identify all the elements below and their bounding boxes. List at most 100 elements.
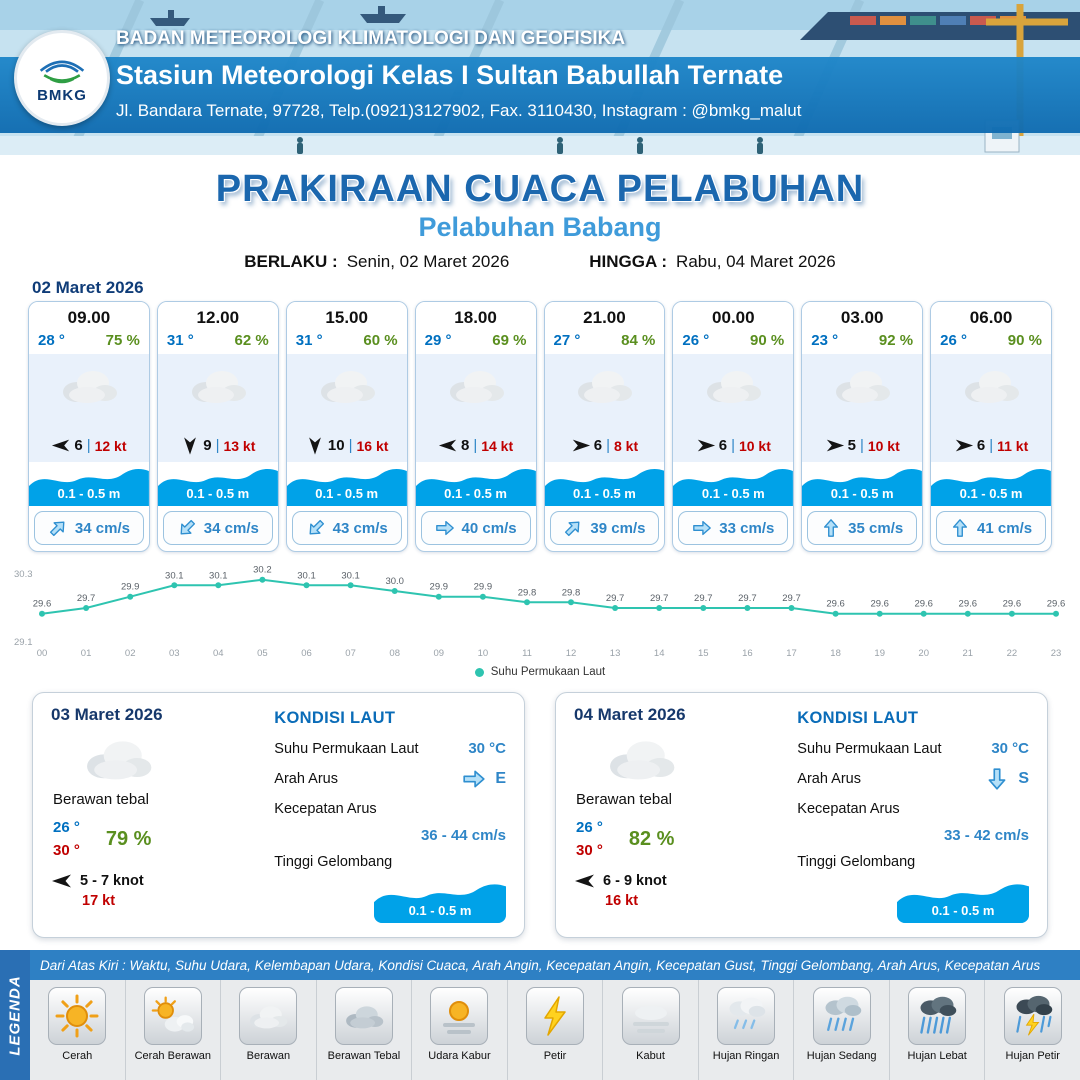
wave-height-band: 0.1 - 0.5 m bbox=[157, 462, 278, 506]
svg-text:05: 05 bbox=[257, 648, 268, 659]
legend-tab: LEGENDA bbox=[0, 950, 30, 1080]
valid-from: BERLAKU : Senin, 02 Maret 2026 bbox=[244, 252, 509, 272]
weather-condition: Berawan tebal bbox=[576, 791, 672, 808]
svg-text:30.3: 30.3 bbox=[14, 569, 33, 580]
hujan-petir-icon bbox=[1003, 987, 1062, 1045]
current-speed-row: Kecepatan Arus bbox=[274, 801, 506, 817]
svg-text:03: 03 bbox=[169, 648, 180, 659]
forecast-time: 09.00 bbox=[29, 302, 149, 332]
bmkg-logo-icon bbox=[39, 60, 85, 83]
wind-range: 6 - 9 knot bbox=[603, 872, 667, 889]
legend-label: Cerah bbox=[62, 1050, 93, 1062]
forecast-card: 09.00 28 ° 75 % 6 | 12 kt 0.1 - 0.5 m bbox=[28, 301, 150, 552]
wave-height-band: 0.1 - 0.5 m bbox=[673, 462, 794, 506]
wave-height-value: 0.1 - 0.5 m bbox=[315, 486, 379, 501]
forecast-card: 00.00 26 ° 90 % 6 | 10 kt 0.1 - 0.5 m bbox=[672, 301, 795, 552]
forecast-time: 03.00 bbox=[802, 302, 923, 332]
wind-row: 6 | 12 kt bbox=[51, 437, 127, 454]
legend-description: Dari Atas Kiri : Waktu, Suhu Udara, Kele… bbox=[40, 957, 1041, 973]
legend-label: Kabut bbox=[636, 1050, 665, 1062]
wind-direction-icon bbox=[183, 436, 198, 456]
hujan-lebat-icon bbox=[908, 987, 967, 1045]
svg-text:29.6: 29.6 bbox=[826, 599, 845, 610]
wind-row: 9 | 13 kt bbox=[180, 436, 255, 456]
gust-speed: 16 kt bbox=[356, 437, 389, 454]
separator: | bbox=[348, 437, 353, 454]
wave-height-value: 0.1 - 0.5 m bbox=[830, 486, 894, 501]
current-direction-label: Arah Arus bbox=[797, 771, 861, 787]
svg-text:30.0: 30.0 bbox=[385, 576, 404, 587]
separator: | bbox=[215, 437, 220, 454]
svg-text:30.2: 30.2 bbox=[253, 565, 272, 576]
legend-label: Petir bbox=[543, 1050, 567, 1062]
forecast-card: 03.00 23 ° 92 % 5 | 10 kt 0.1 - 0.5 m bbox=[801, 301, 924, 552]
forecast-time: 15.00 bbox=[286, 302, 407, 332]
legend-item: Kabut bbox=[603, 980, 699, 1080]
current-direction-row: Arah Arus S bbox=[797, 767, 1029, 791]
air-temperature: 31 ° bbox=[295, 332, 323, 349]
legend-description-bar: Dari Atas Kiri : Waktu, Suhu Udara, Kele… bbox=[30, 950, 1080, 980]
wave-icon bbox=[673, 469, 794, 506]
svg-text:29.7: 29.7 bbox=[782, 593, 801, 604]
svg-text:29.6: 29.6 bbox=[959, 599, 978, 610]
wave-height-value: 0.1 - 0.5 m bbox=[444, 486, 507, 501]
chart-legend: Suhu Permukaan Laut bbox=[0, 666, 1080, 678]
udara-kabur-icon bbox=[430, 987, 489, 1045]
legend-item: Petir bbox=[508, 980, 604, 1080]
svg-text:08: 08 bbox=[389, 648, 400, 659]
svg-text:29.6: 29.6 bbox=[33, 599, 52, 610]
humidity: 92 % bbox=[878, 332, 914, 349]
wind-row: 10 | 16 kt bbox=[305, 437, 389, 455]
current-speed: 41 cm/s bbox=[977, 519, 1033, 537]
weather-icon bbox=[79, 733, 157, 783]
legend-label: Cerah Berawan bbox=[134, 1050, 212, 1062]
current-speed-row: Kecepatan Arus bbox=[797, 801, 1029, 817]
svg-text:12: 12 bbox=[566, 648, 577, 659]
wind-row: 6 | 8 kt bbox=[571, 437, 638, 454]
legend-item: Hujan Sedang bbox=[794, 980, 890, 1080]
current-speed: 40 cm/s bbox=[461, 519, 517, 537]
temperature-block: 26 ° 30 ° 79 % bbox=[53, 816, 260, 863]
air-temperature: 27 ° bbox=[553, 332, 581, 349]
separator: | bbox=[731, 437, 735, 454]
temp-humidity-row: 29 ° 69 % bbox=[415, 332, 536, 354]
daily-weather-column: 03 Maret 2026 Berawan tebal 26 ° 30 ° 79… bbox=[51, 705, 260, 923]
current-direction-icon bbox=[692, 518, 712, 538]
sst-row: Suhu Permukaan Laut 30 °C bbox=[797, 740, 1029, 757]
current-row: 34 cm/s bbox=[34, 511, 144, 545]
wind-speed: 10 bbox=[327, 437, 345, 454]
sst-value: 30 °C bbox=[468, 740, 506, 757]
temp-humidity-row: 28 ° 75 % bbox=[29, 332, 149, 354]
temp-min-max: 26 ° 30 ° bbox=[53, 816, 80, 863]
cerah-berawan-icon bbox=[143, 987, 202, 1045]
current-speed: 35 cm/s bbox=[848, 519, 904, 537]
current-speed-value: 36 - 44 cm/s bbox=[420, 827, 506, 844]
forecast-time: 06.00 bbox=[931, 302, 1051, 332]
current-speed: 43 cm/s bbox=[332, 519, 388, 537]
forecast-card: 06.00 26 ° 90 % 6 | 11 kt 0.1 - 0.5 m bbox=[930, 301, 1052, 552]
weather-section: 9 | 13 kt bbox=[157, 354, 278, 462]
wave-height-row: Tinggi Gelombang bbox=[274, 854, 506, 870]
humidity: 75 % bbox=[105, 332, 140, 349]
sst-line-chart: 30.3 29.1 29.6 00 29.7 01 29.9 02 30.1 03 30.1 04 30… bbox=[8, 556, 1072, 660]
hujan-sedang-icon bbox=[812, 987, 871, 1045]
daily-date: 04 Maret 2026 bbox=[574, 705, 686, 724]
current-direction-icon bbox=[821, 518, 841, 538]
current-speed-value: 33 - 42 cm/s bbox=[943, 827, 1029, 844]
svg-text:23: 23 bbox=[1051, 648, 1062, 659]
weather-icon bbox=[602, 733, 680, 783]
temp-min: 26 ° bbox=[576, 819, 603, 836]
temp-humidity-row: 23 ° 92 % bbox=[802, 332, 923, 354]
svg-text:16: 16 bbox=[742, 648, 753, 659]
weather-section: 6 | 12 kt bbox=[29, 354, 149, 462]
current-row: 40 cm/s bbox=[420, 511, 531, 545]
current-direction-icon bbox=[302, 514, 330, 542]
gust-speed: 14 kt bbox=[481, 437, 514, 454]
cloud-icon bbox=[57, 364, 121, 406]
wave-height-value: 0.1 - 0.5 m bbox=[573, 486, 636, 501]
current-direction-label: Arah Arus bbox=[274, 771, 338, 787]
gust-speed: 10 kt bbox=[867, 437, 900, 454]
valid-until: HINGGA : Rabu, 04 Maret 2026 bbox=[589, 252, 835, 272]
wave-icon bbox=[415, 469, 536, 506]
svg-text:29.1: 29.1 bbox=[14, 637, 33, 648]
